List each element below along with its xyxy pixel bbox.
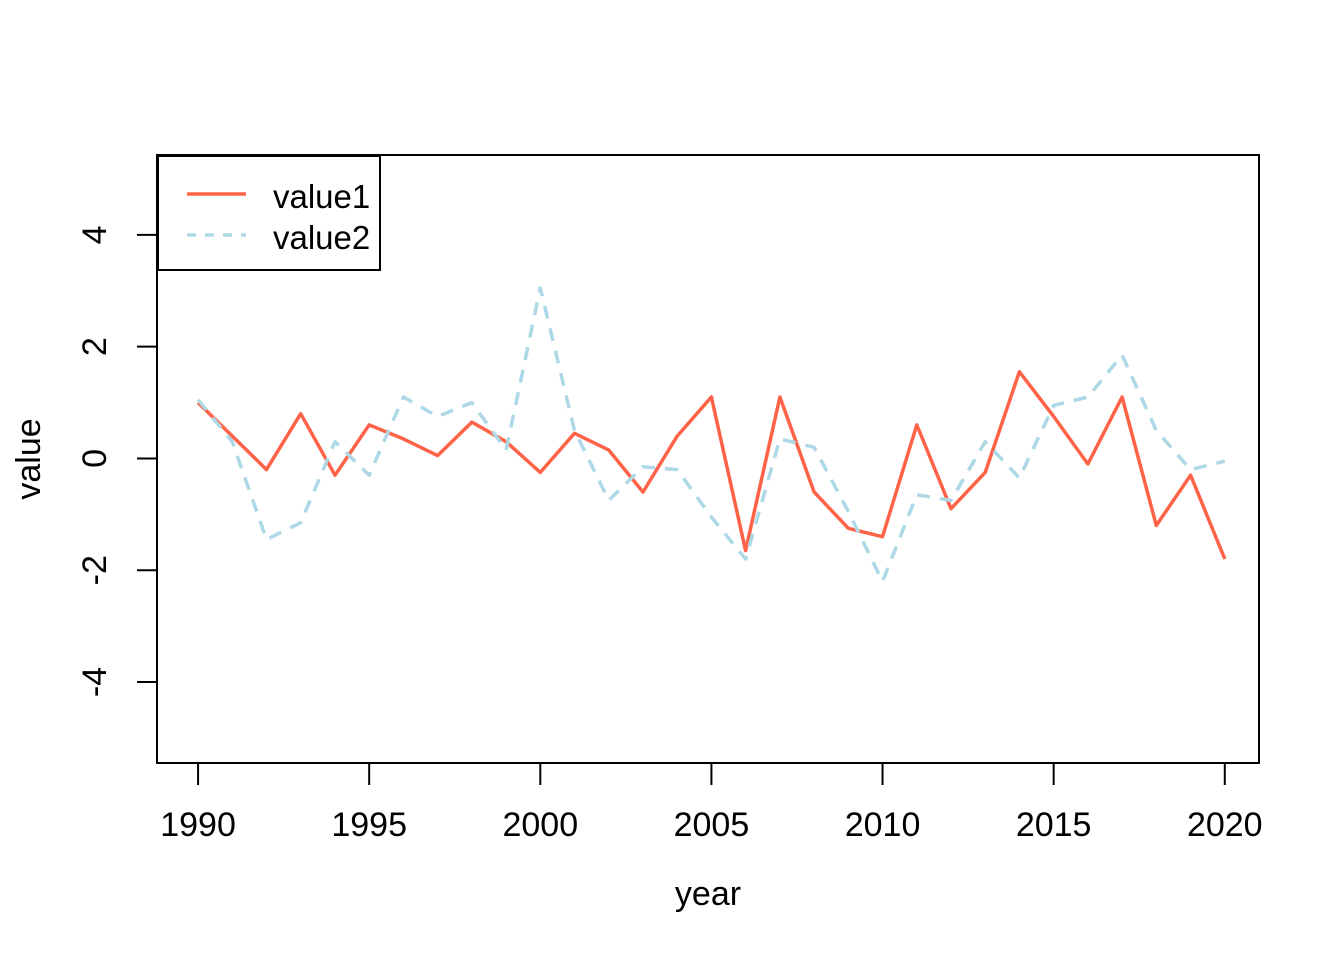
- legend: value1 value2: [157, 155, 381, 271]
- y-axis-ticks: -4 -2 0 2 4: [76, 225, 157, 697]
- y-tick-label: 0: [76, 449, 114, 468]
- series-value2-line: [196, 286, 1226, 584]
- legend-label-value1: value1: [273, 178, 370, 215]
- x-tick-label: 2020: [1187, 806, 1263, 844]
- x-axis-ticks: 1990 1995 2000 2005 2010 2015 2020: [160, 763, 1263, 844]
- x-tick-label: 1995: [331, 806, 407, 844]
- legend-label-value2: value2: [273, 219, 370, 256]
- y-tick-label: -2: [76, 555, 114, 585]
- y-tick-label: 2: [76, 337, 114, 356]
- series-value1-line: [196, 370, 1227, 560]
- x-tick-label: 2005: [674, 806, 750, 844]
- x-tick-label: 2000: [502, 806, 578, 844]
- y-tick-label: -4: [76, 667, 114, 697]
- y-axis-title: value: [10, 418, 48, 499]
- x-tick-label: 1990: [160, 806, 236, 844]
- y-tick-label: 4: [76, 225, 114, 244]
- legend-box: [157, 155, 381, 271]
- x-axis-title: year: [675, 875, 741, 913]
- series-lines: [196, 286, 1227, 584]
- x-tick-label: 2010: [845, 806, 921, 844]
- x-tick-label: 2015: [1016, 806, 1092, 844]
